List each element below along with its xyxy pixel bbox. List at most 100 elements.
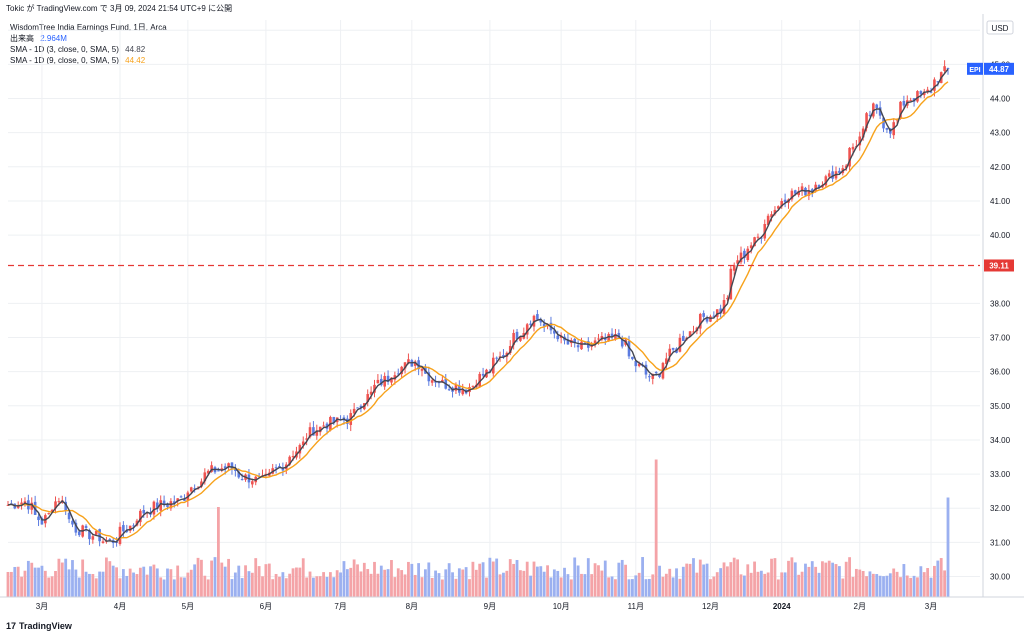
candle-body xyxy=(665,358,668,364)
volume-bar xyxy=(196,557,200,597)
candle-body xyxy=(749,245,753,249)
tradingview-footer[interactable]: 17 TradingView xyxy=(6,621,72,631)
candle-body xyxy=(502,354,505,358)
volume-bar xyxy=(905,575,909,597)
legend-sma3-value: 44.82 xyxy=(125,45,146,54)
volume-bar xyxy=(729,562,733,597)
candle-body xyxy=(203,472,207,482)
volume-bar xyxy=(943,570,947,597)
candle-body xyxy=(790,190,794,200)
candle-body xyxy=(515,331,519,340)
candle-body xyxy=(332,416,336,423)
y-tick-label: 30.00 xyxy=(990,573,1011,582)
candle-body xyxy=(627,341,631,357)
candle-body xyxy=(441,379,444,383)
volume-bar xyxy=(125,575,129,597)
candle-body xyxy=(634,361,638,367)
volume-bar xyxy=(586,558,590,597)
candle-body xyxy=(67,512,71,520)
volume-bar xyxy=(498,574,502,597)
candle-body xyxy=(234,468,237,471)
volume-bar xyxy=(376,573,380,597)
volume-bar xyxy=(658,565,661,597)
legend-title[interactable]: WisdomTree India Earnings Fund, 1日, Arca xyxy=(10,23,167,32)
volume-bar xyxy=(332,577,336,597)
volume-bar xyxy=(379,565,383,597)
candle-body xyxy=(668,348,672,357)
volume-bar xyxy=(753,561,756,597)
candle-body xyxy=(200,481,203,487)
volume-bar xyxy=(247,571,251,597)
volume-bar xyxy=(834,564,838,597)
volume-bar xyxy=(325,576,329,597)
volume-bar xyxy=(430,577,434,597)
x-tick-label: 3月 xyxy=(36,602,48,611)
volume-bar xyxy=(685,563,689,597)
volume-bar xyxy=(824,562,828,597)
volume-bar xyxy=(407,561,410,597)
volume-bar xyxy=(366,569,370,597)
candle-body xyxy=(23,501,27,504)
x-tick-label: 12月 xyxy=(702,602,719,611)
candle-body xyxy=(88,530,91,540)
legend-volume-value: 2.964M xyxy=(40,34,67,43)
candle-body xyxy=(736,260,739,264)
volume-bar xyxy=(176,565,180,597)
candle-body xyxy=(648,376,651,378)
volume-bar xyxy=(773,558,777,597)
candle-body xyxy=(614,334,617,339)
volume-bar xyxy=(522,570,526,597)
candle-body xyxy=(688,331,692,337)
candle-body xyxy=(817,185,821,188)
candle-body xyxy=(6,504,10,506)
legend-sma9[interactable]: SMA - 1D (9, close, 0, SMA, 5) 44.42 xyxy=(10,55,167,66)
volume-bar xyxy=(471,561,475,597)
volume-bar xyxy=(424,569,427,597)
volume-bar xyxy=(67,569,71,597)
candle-body xyxy=(529,323,532,326)
volume-bar xyxy=(726,566,729,597)
volume-bar xyxy=(590,574,594,597)
candle-body xyxy=(47,513,51,515)
candle-body xyxy=(447,389,451,391)
volume-bar xyxy=(559,577,563,597)
candle-body xyxy=(763,224,767,239)
legend-sma3[interactable]: SMA - 1D (3, close, 0, SMA, 5) 44.82 xyxy=(10,44,167,55)
candle-body xyxy=(50,509,54,512)
volume-bar xyxy=(804,563,807,597)
candle-body xyxy=(227,463,230,467)
volume-bar xyxy=(552,569,556,597)
candle-body xyxy=(108,539,112,541)
candle-body xyxy=(654,372,658,374)
candle-body xyxy=(844,165,848,169)
candle-body xyxy=(437,382,441,384)
volume-bar xyxy=(128,568,132,597)
candle-body xyxy=(556,335,560,340)
x-tick-label: 2月 xyxy=(854,602,866,611)
candle-body xyxy=(40,518,44,525)
volume-bar xyxy=(597,565,600,597)
legend-volume[interactable]: 出来高 2.964M xyxy=(10,33,167,44)
volume-bar xyxy=(841,578,845,597)
volume-bar xyxy=(9,571,13,597)
y-tick-label: 41.00 xyxy=(990,197,1011,206)
candle-body xyxy=(369,391,373,395)
candle-body xyxy=(471,385,475,387)
candle-body xyxy=(356,407,359,409)
volume-bar xyxy=(936,560,940,597)
candle-body xyxy=(919,91,923,95)
volume-bar xyxy=(223,566,227,597)
volume-bar xyxy=(637,572,641,597)
volume-bar xyxy=(485,577,488,597)
volume-bar xyxy=(899,577,902,597)
volume-bar xyxy=(675,568,678,597)
volume-bar xyxy=(875,574,879,597)
volume-bar xyxy=(30,562,34,597)
volume-bar xyxy=(101,571,105,597)
volume-bar xyxy=(569,579,573,597)
volume-bar xyxy=(600,570,604,597)
volume-bar xyxy=(838,566,841,597)
candle-body xyxy=(274,467,278,469)
volume-bar xyxy=(203,575,207,597)
